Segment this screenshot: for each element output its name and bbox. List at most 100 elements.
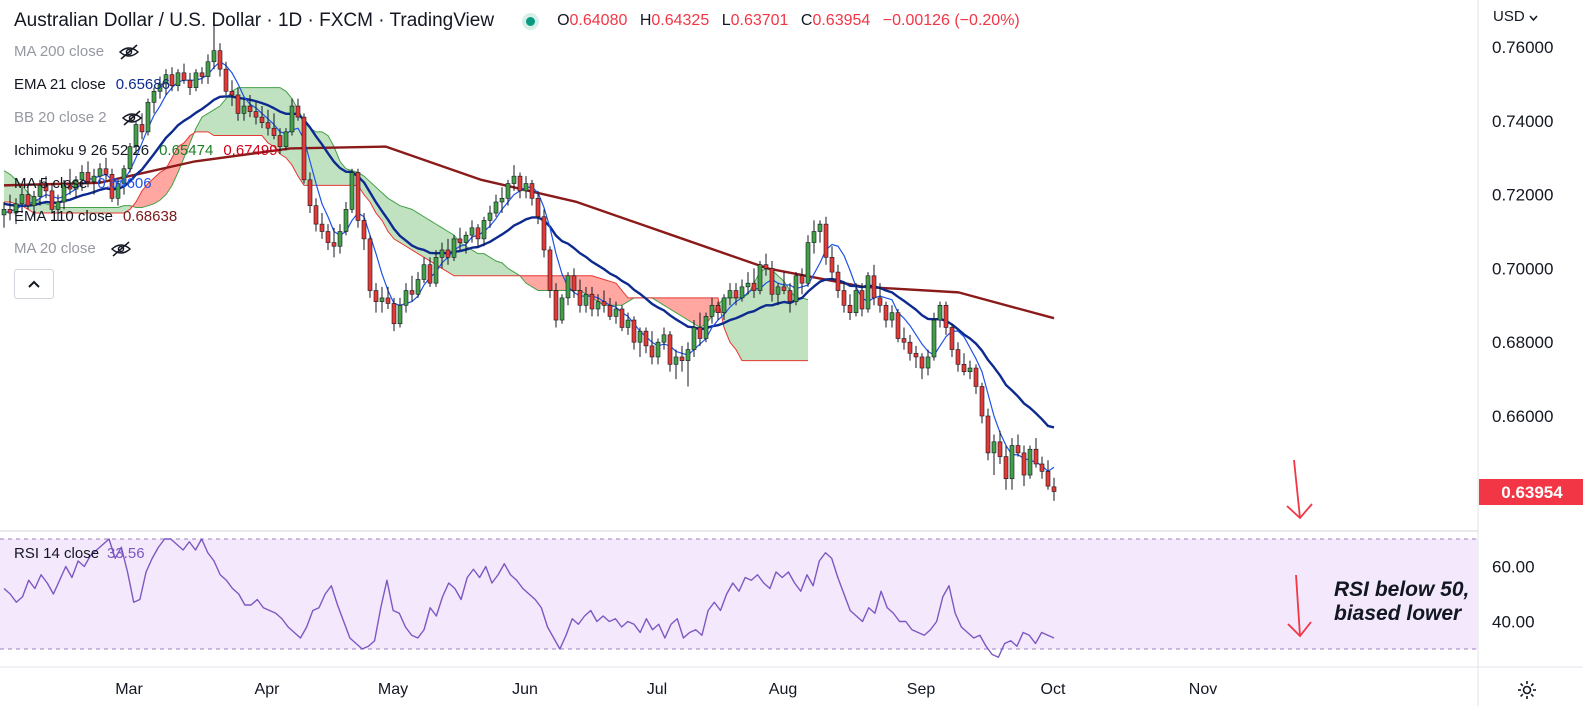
chevron-up-icon	[28, 280, 40, 288]
collapse-legend-button[interactable]	[14, 269, 54, 299]
candle	[13, 198, 19, 225]
candle	[139, 113, 145, 140]
cloud-segment	[322, 131, 328, 186]
candle	[151, 87, 157, 114]
candle	[361, 213, 367, 250]
cloud-segment	[112, 207, 118, 214]
candle	[229, 80, 235, 107]
cloud-segment	[604, 279, 610, 306]
candle	[691, 320, 697, 357]
eye-hidden-icon[interactable]	[121, 109, 143, 126]
cloud-segment	[10, 174, 16, 204]
candle	[43, 176, 49, 199]
cloud-segment	[70, 207, 76, 214]
last-price-label: 0.63954	[1501, 483, 1563, 502]
candle	[847, 294, 853, 321]
candle	[487, 205, 493, 228]
candle	[949, 323, 955, 357]
candle	[127, 142, 133, 173]
candle	[61, 179, 67, 210]
currency-selector[interactable]: USD	[1493, 8, 1538, 25]
rsi-line	[3, 538, 1055, 658]
candle	[961, 353, 967, 376]
candle	[415, 272, 421, 298]
rsi-tick-label: 40.00	[1492, 613, 1535, 632]
price-tick-label: 0.72000	[1492, 186, 1553, 205]
high-value: 0.64325	[651, 12, 710, 29]
candle	[391, 297, 397, 332]
candle	[877, 283, 883, 313]
candle	[577, 279, 583, 313]
price-tick-label: 0.66000	[1492, 407, 1553, 426]
candle	[607, 297, 613, 321]
candle	[937, 301, 943, 328]
time-axis[interactable]: Mar Apr May Jun Jul Aug Sep Oct Nov	[115, 681, 1217, 698]
indicator-ichimoku[interactable]: Ichimoku 9 26 52 26 0.65474 0.67499	[14, 142, 278, 159]
candle	[349, 168, 355, 214]
price-tick-label: 0.68000	[1492, 333, 1553, 352]
indicator-ma200[interactable]: MA 200 close	[14, 43, 140, 60]
indicator-ema110[interactable]: EMA 110 close 0.68638	[14, 208, 177, 225]
cloud-segment	[94, 207, 100, 214]
candle	[1039, 456, 1045, 479]
candle	[637, 327, 643, 357]
candle	[1015, 434, 1021, 457]
candle	[337, 224, 343, 254]
candle	[649, 331, 655, 365]
eye-hidden-icon[interactable]	[118, 43, 140, 60]
candle	[55, 194, 61, 221]
rsi-legend[interactable]: RSI 14 close 33.56	[14, 545, 145, 562]
candle	[475, 224, 481, 247]
cloud-segment	[580, 275, 586, 295]
eye-hidden-icon[interactable]	[110, 240, 132, 257]
candle	[175, 69, 181, 92]
cloud-segment	[532, 275, 538, 291]
candle	[673, 349, 679, 380]
candle	[97, 163, 103, 184]
candle	[787, 283, 793, 313]
candle	[301, 113, 307, 184]
cloud-segment	[538, 275, 544, 291]
moving-average-lines	[3, 61, 1055, 472]
candle	[727, 283, 733, 306]
cloud-segment	[40, 201, 46, 214]
candle	[253, 102, 259, 125]
candle	[295, 98, 301, 121]
candle	[805, 235, 811, 287]
indicator-ema21[interactable]: EMA 21 close 0.65686	[14, 76, 170, 93]
candle	[211, 24, 217, 70]
price-axis[interactable]: 0.76000 0.74000 0.72000 0.70000 0.68000 0.660…	[1492, 38, 1553, 426]
rsi-axis[interactable]: 60.00 40.00	[1492, 558, 1535, 632]
candle	[781, 272, 787, 295]
cloud-segment	[802, 297, 808, 361]
candle	[409, 275, 415, 302]
candle	[925, 349, 931, 376]
candle	[241, 98, 247, 121]
candle	[31, 190, 37, 217]
gear-icon[interactable]	[1516, 679, 1538, 701]
candle	[991, 434, 997, 476]
cloud-segment	[160, 168, 166, 201]
candle	[775, 283, 781, 306]
candle	[397, 297, 403, 328]
candle	[661, 327, 667, 350]
candle	[511, 165, 517, 191]
cloud-segment	[742, 294, 748, 361]
time-tick-label: Aug	[769, 681, 797, 698]
candle	[403, 283, 409, 313]
indicator-value: 0.65474	[159, 142, 214, 159]
indicator-ma5[interactable]: MA 5 close 0.64606	[14, 175, 152, 192]
symbol-title[interactable]: Australian Dollar / U.S. Dollar · 1D · F…	[14, 10, 495, 31]
cloud-segment	[154, 172, 160, 204]
candle	[583, 286, 589, 313]
candle	[823, 216, 829, 265]
candle	[145, 98, 151, 136]
candle	[325, 224, 331, 250]
candle	[895, 308, 901, 343]
indicator-bb20[interactable]: BB 20 close 2	[14, 109, 143, 126]
candle	[115, 179, 121, 206]
cloud-segment	[256, 87, 262, 136]
indicator-ma20[interactable]: MA 20 close	[14, 240, 132, 257]
candle	[889, 305, 895, 328]
